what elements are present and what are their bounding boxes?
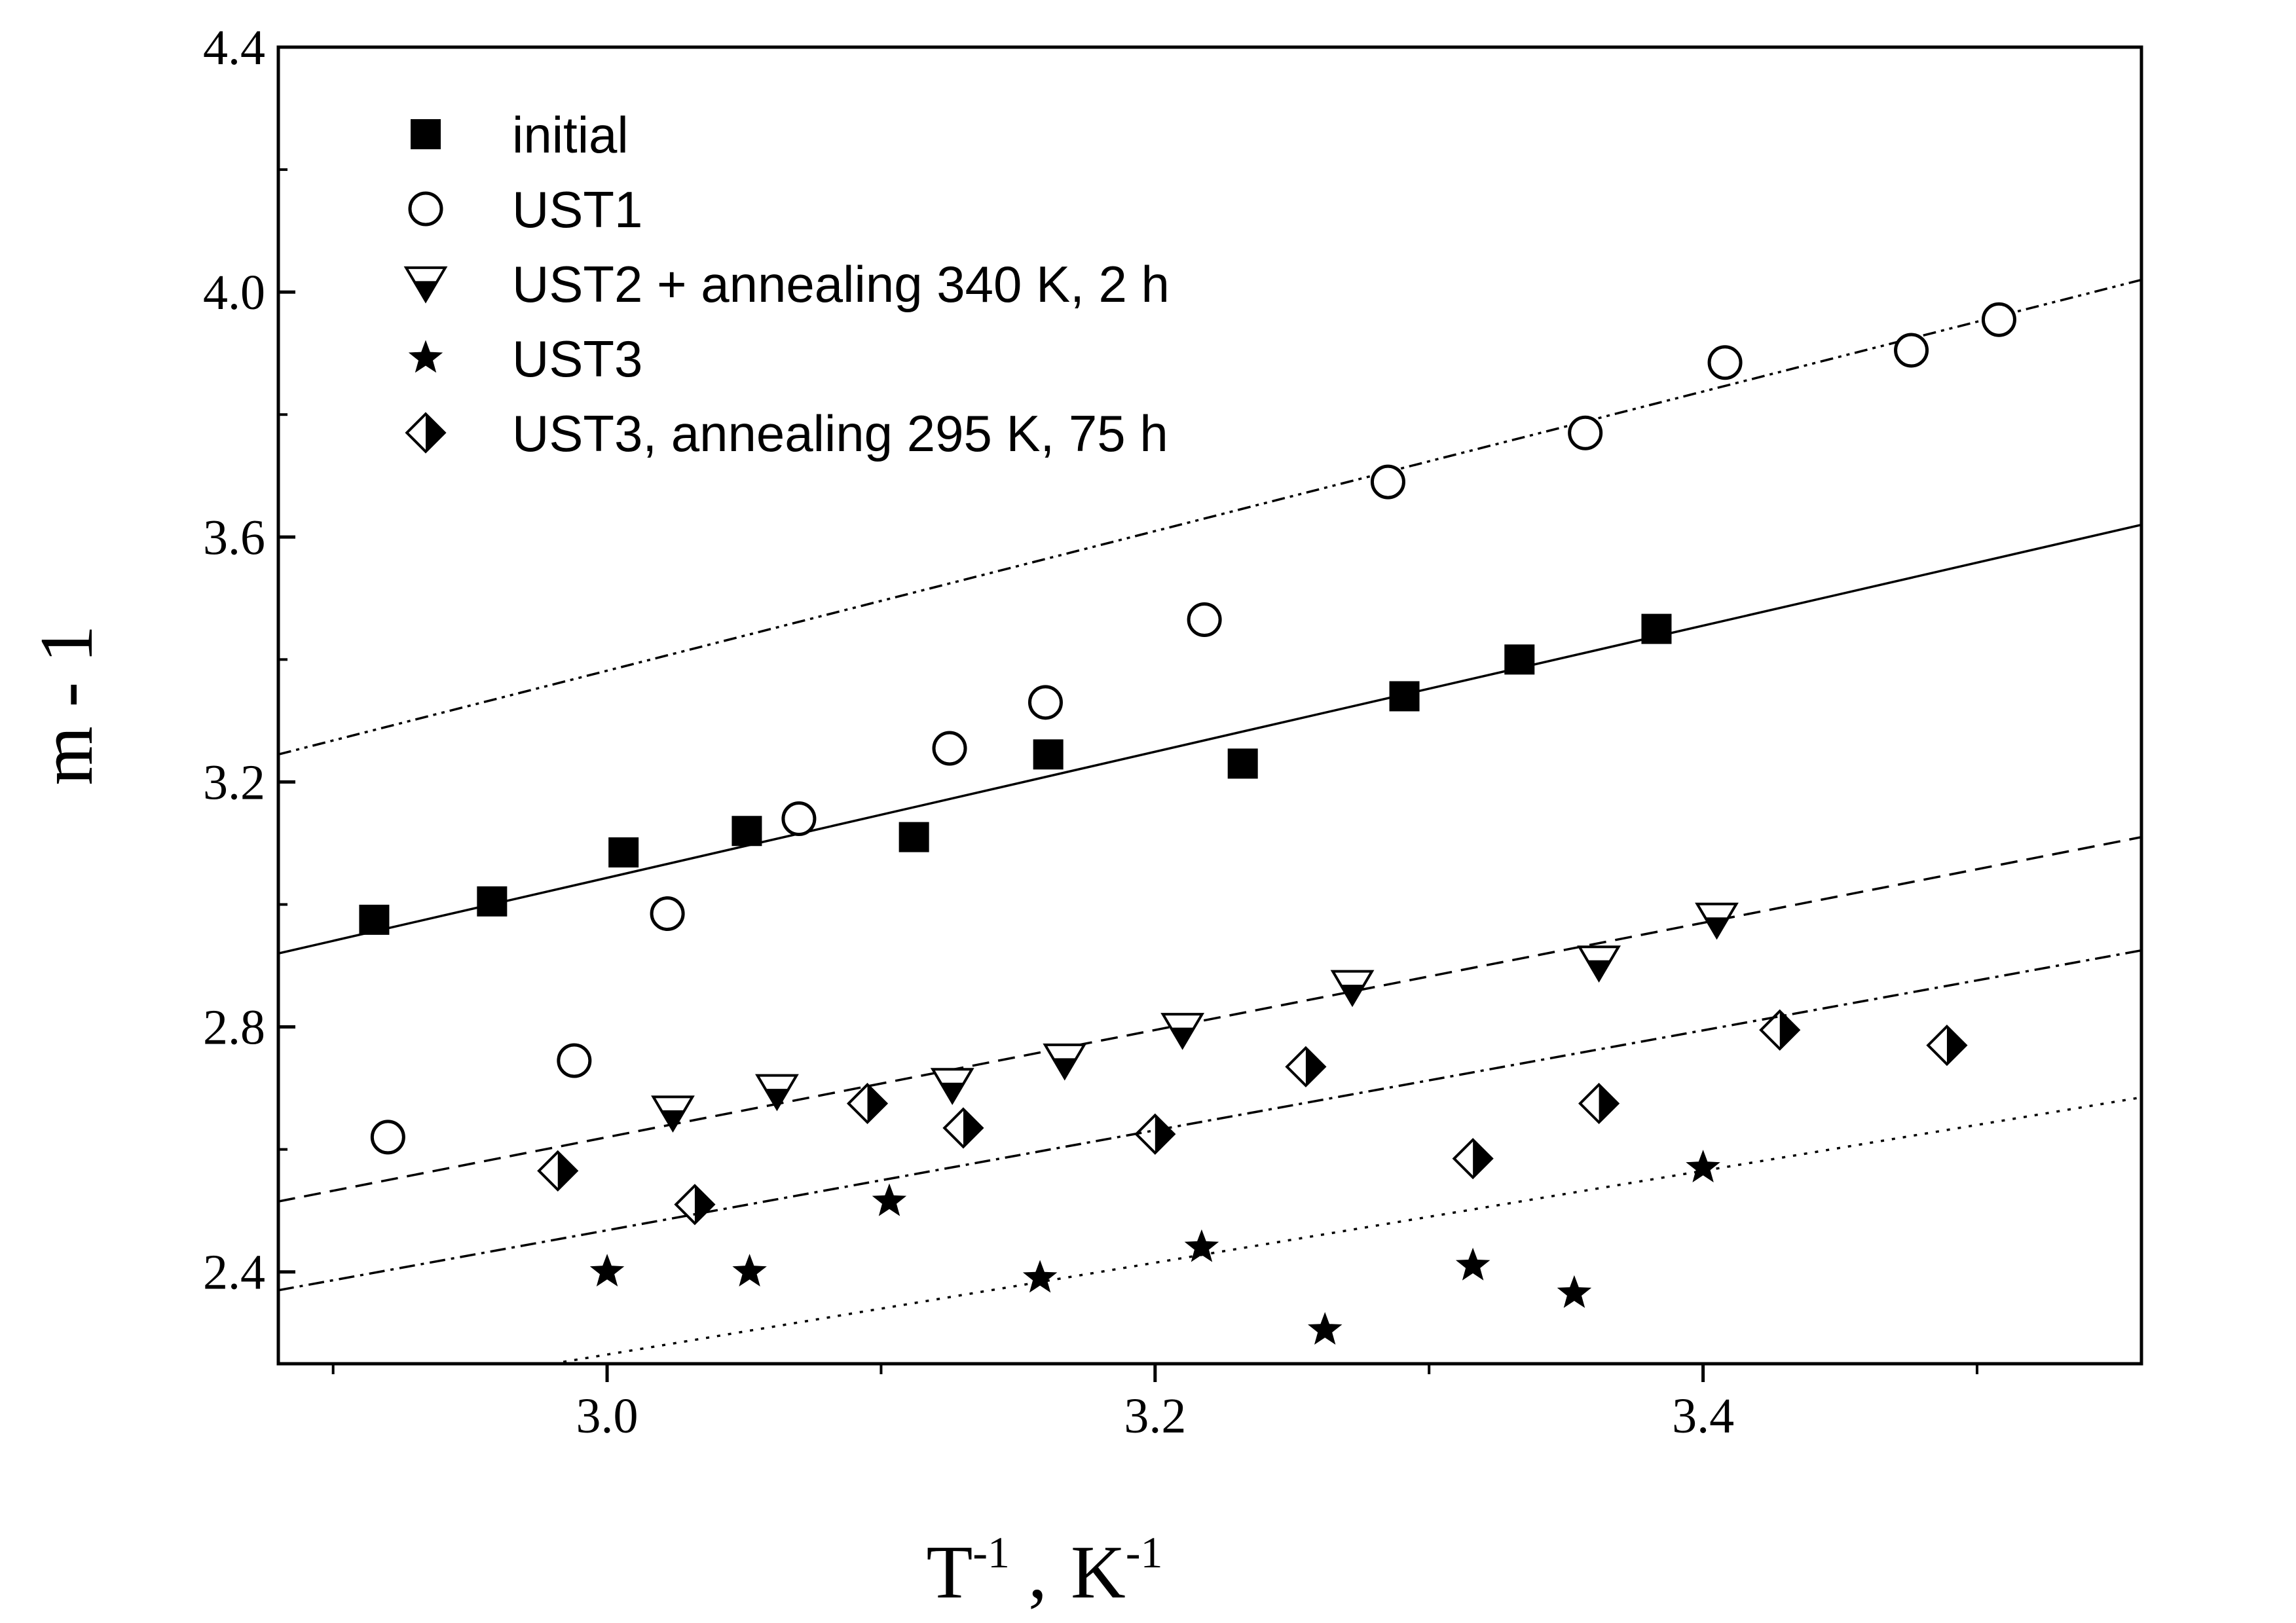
- data-point-ust2-annealing-340-k-2-h: [651, 1095, 695, 1133]
- data-point-ust1: [932, 731, 967, 766]
- y-tick-label: 3.6: [203, 510, 265, 565]
- data-point-ust3: [589, 1254, 625, 1286]
- data-point-ust3-annealing-295-k-75-h: [1452, 1138, 1494, 1180]
- legend-marker: [405, 412, 447, 454]
- data-point-ust3-annealing-295-k-75-h: [674, 1184, 716, 1226]
- y-tick-label: 4.0: [203, 265, 265, 320]
- legend-label: UST3, annealing 295 K, 75 h: [512, 405, 1168, 462]
- data-point-initial: [731, 816, 762, 847]
- data-point-initial: [608, 837, 639, 867]
- data-point-ust3-annealing-295-k-75-h: [846, 1082, 889, 1125]
- data-point-ust2-annealing-340-k-2-h: [1695, 902, 1739, 940]
- data-point-initial: [1389, 681, 1420, 712]
- x-axis-label-unit: K: [1071, 1531, 1126, 1614]
- y-tick-label: 3.2: [203, 755, 265, 810]
- x-axis-label-sep: ,: [1028, 1531, 1047, 1614]
- legend-entry-initial: initial: [411, 106, 629, 164]
- x-axis-label-base: T: [927, 1531, 973, 1614]
- data-point-ust1: [1568, 415, 1603, 450]
- x-axis-label: T-1, K-1: [927, 1527, 1163, 1614]
- data-point-initial: [898, 822, 929, 852]
- data-points: [359, 302, 2016, 1345]
- legend: initial UST1 UST2 + annealing 340 K, 2 h US…: [403, 106, 1170, 462]
- fit-line-ust3: [552, 1096, 2141, 1364]
- data-point-ust1: [1028, 685, 1063, 720]
- data-point-ust1: [557, 1043, 592, 1078]
- plot-frame: [276, 45, 2143, 1366]
- legend-entry-ust3-annealing-295-k-75-h: UST3, annealing 295 K, 75 h: [405, 405, 1168, 462]
- data-point-ust3-annealing-295-k-75-h: [942, 1107, 984, 1149]
- data-point-ust2-annealing-340-k-2-h: [1043, 1043, 1087, 1081]
- x-axis-label-sup: -1: [972, 1527, 1010, 1577]
- legend-entry-ust2-annealing-340-k-2-h: UST2 + annealing 340 K, 2 h: [403, 255, 1170, 313]
- data-point-ust3-annealing-295-k-75-h: [1578, 1082, 1620, 1125]
- data-point-ust2-annealing-340-k-2-h: [930, 1068, 974, 1105]
- legend-marker: [408, 340, 443, 373]
- fit-line-ust1: [278, 278, 2141, 756]
- data-point-initial: [477, 886, 508, 917]
- data-point-ust2-annealing-340-k-2-h: [1330, 970, 1375, 1008]
- tick-labels: 2.4 2.8 3.2 3.6 4.0 4.4 3.0 3.2 3.4: [203, 20, 1734, 1444]
- data-point-ust3: [1308, 1312, 1342, 1345]
- data-point-ust3: [1557, 1275, 1592, 1308]
- y-tick-label: 4.4: [203, 20, 265, 75]
- legend-label: initial: [512, 106, 629, 164]
- data-point-initial: [1504, 644, 1535, 675]
- legend-entry-ust3: UST3: [408, 330, 642, 388]
- data-point-initial: [359, 904, 390, 935]
- data-point-ust1: [370, 1120, 405, 1155]
- axis-ticks: [278, 45, 1978, 1382]
- legend-entry-ust1: UST1: [408, 181, 642, 238]
- data-point-ust1: [1981, 302, 2016, 337]
- data-point-ust1: [781, 801, 817, 837]
- data-point-initial: [1227, 748, 1258, 779]
- data-point-ust3: [1184, 1229, 1219, 1262]
- data-point-ust3-annealing-295-k-75-h: [1926, 1025, 1968, 1067]
- data-point-ust3: [1686, 1150, 1720, 1182]
- data-point-ust3-annealing-295-k-75-h: [537, 1150, 579, 1192]
- data-point-ust2-annealing-340-k-2-h: [1160, 1013, 1205, 1050]
- legend-label: UST3: [512, 330, 642, 388]
- data-point-ust1: [1187, 602, 1222, 638]
- data-point-ust3: [1455, 1247, 1491, 1281]
- legend-label: UST2 + annealing 340 K, 2 h: [512, 255, 1170, 313]
- fit-lines: [278, 278, 2141, 1364]
- data-point-ust3-annealing-295-k-75-h: [1285, 1046, 1327, 1087]
- legend-marker: [403, 266, 448, 304]
- x-tick-label: 3.2: [1124, 1389, 1186, 1444]
- data-point-ust1: [1370, 464, 1405, 500]
- legend-marker: [411, 119, 441, 149]
- data-point-ust3-annealing-295-k-75-h: [1759, 1009, 1801, 1051]
- data-point-initial: [1033, 739, 1064, 770]
- data-point-initial: [1641, 613, 1672, 644]
- y-axis-label: m - 1: [25, 625, 109, 786]
- data-point-ust1: [1894, 333, 1929, 368]
- data-point-ust1: [1707, 345, 1743, 380]
- y-tick-label: 2.8: [203, 1000, 265, 1055]
- x-axis-label-unit-sup: -1: [1126, 1527, 1163, 1577]
- x-tick-label: 3.4: [1672, 1389, 1734, 1444]
- fit-line-ust3-annealing-295-k-75-h: [278, 949, 2141, 1292]
- fit-line-ust2-annealing-340-k-2-h: [278, 835, 2141, 1203]
- legend-label: UST1: [512, 181, 642, 238]
- fit-line-initial: [278, 523, 2141, 955]
- y-tick-label: 2.4: [203, 1245, 265, 1300]
- data-point-ust3: [872, 1183, 907, 1216]
- data-point-ust3: [1022, 1260, 1058, 1293]
- data-point-ust3: [732, 1254, 767, 1286]
- legend-marker: [408, 191, 443, 227]
- x-tick-label: 3.0: [576, 1389, 639, 1444]
- data-point-ust3-annealing-295-k-75-h: [1134, 1113, 1176, 1155]
- data-point-ust2-annealing-340-k-2-h: [755, 1074, 799, 1112]
- data-point-ust1: [650, 896, 685, 932]
- data-point-ust2-annealing-340-k-2-h: [1577, 945, 1621, 983]
